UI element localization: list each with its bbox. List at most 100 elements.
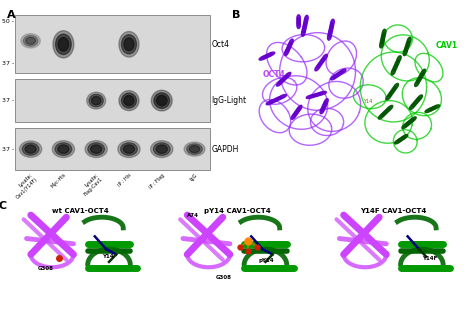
Ellipse shape bbox=[380, 41, 383, 48]
Ellipse shape bbox=[402, 123, 409, 129]
Ellipse shape bbox=[279, 78, 285, 84]
Ellipse shape bbox=[394, 139, 402, 144]
Ellipse shape bbox=[303, 22, 307, 29]
Ellipse shape bbox=[87, 92, 106, 109]
Text: Y14F: Y14F bbox=[422, 256, 437, 261]
Ellipse shape bbox=[391, 68, 396, 75]
Ellipse shape bbox=[328, 29, 332, 37]
Ellipse shape bbox=[270, 98, 278, 103]
Text: GAPDH: GAPDH bbox=[211, 145, 238, 154]
Ellipse shape bbox=[414, 98, 420, 104]
Ellipse shape bbox=[262, 54, 270, 59]
Ellipse shape bbox=[156, 95, 167, 106]
Ellipse shape bbox=[121, 35, 137, 54]
Ellipse shape bbox=[297, 15, 301, 22]
Text: A74: A74 bbox=[187, 213, 199, 218]
Ellipse shape bbox=[386, 105, 393, 111]
Ellipse shape bbox=[259, 56, 267, 60]
Text: IP : His: IP : His bbox=[117, 172, 133, 188]
Ellipse shape bbox=[336, 71, 343, 76]
Ellipse shape bbox=[295, 108, 300, 114]
Bar bbox=[15, 15, 210, 74]
Ellipse shape bbox=[322, 101, 327, 108]
Ellipse shape bbox=[22, 143, 39, 155]
Text: 37 -: 37 - bbox=[1, 61, 14, 66]
Ellipse shape bbox=[314, 93, 322, 96]
Ellipse shape bbox=[274, 96, 283, 101]
Text: B: B bbox=[232, 10, 241, 20]
Ellipse shape bbox=[395, 60, 399, 67]
Ellipse shape bbox=[151, 141, 173, 157]
Ellipse shape bbox=[404, 121, 411, 126]
Text: Lysate:
Flag-Cav1: Lysate: Flag-Cav1 bbox=[79, 172, 104, 197]
Ellipse shape bbox=[404, 45, 409, 52]
Text: Myc-His: Myc-His bbox=[50, 172, 67, 189]
Ellipse shape bbox=[417, 95, 422, 101]
Ellipse shape bbox=[286, 45, 291, 52]
Ellipse shape bbox=[52, 141, 74, 157]
Ellipse shape bbox=[302, 26, 306, 33]
Ellipse shape bbox=[124, 38, 134, 51]
Text: IgG-Light: IgG-Light bbox=[211, 96, 246, 105]
Ellipse shape bbox=[123, 145, 135, 153]
Text: IgG: IgG bbox=[189, 172, 198, 182]
Ellipse shape bbox=[58, 38, 69, 51]
Ellipse shape bbox=[381, 33, 385, 40]
Ellipse shape bbox=[279, 95, 286, 99]
Ellipse shape bbox=[154, 143, 170, 156]
Ellipse shape bbox=[121, 93, 137, 108]
Ellipse shape bbox=[184, 142, 205, 156]
Ellipse shape bbox=[317, 61, 323, 68]
Text: Y14F CAV1-OCT4: Y14F CAV1-OCT4 bbox=[360, 208, 427, 214]
Ellipse shape bbox=[410, 103, 415, 110]
Ellipse shape bbox=[282, 75, 288, 81]
Ellipse shape bbox=[384, 108, 390, 114]
Ellipse shape bbox=[119, 32, 139, 57]
Ellipse shape bbox=[406, 41, 410, 48]
Ellipse shape bbox=[397, 56, 401, 63]
Ellipse shape bbox=[154, 93, 170, 108]
Ellipse shape bbox=[339, 69, 346, 74]
Text: wt CAV1-OCT4: wt CAV1-OCT4 bbox=[52, 208, 109, 214]
Ellipse shape bbox=[393, 83, 399, 90]
Ellipse shape bbox=[21, 33, 40, 48]
Ellipse shape bbox=[329, 26, 333, 33]
Ellipse shape bbox=[330, 23, 334, 30]
Ellipse shape bbox=[291, 113, 297, 119]
Ellipse shape bbox=[407, 119, 414, 125]
Ellipse shape bbox=[324, 99, 328, 105]
Ellipse shape bbox=[23, 35, 38, 46]
Ellipse shape bbox=[91, 96, 101, 105]
Ellipse shape bbox=[391, 87, 396, 93]
Ellipse shape bbox=[267, 52, 275, 56]
Text: OCT4: OCT4 bbox=[263, 70, 286, 79]
Ellipse shape bbox=[321, 104, 326, 111]
Ellipse shape bbox=[381, 110, 387, 116]
Ellipse shape bbox=[55, 34, 71, 54]
Ellipse shape bbox=[398, 137, 405, 142]
Ellipse shape bbox=[330, 75, 338, 80]
Ellipse shape bbox=[333, 73, 340, 78]
Text: pY14 CAV1-OCT4: pY14 CAV1-OCT4 bbox=[204, 208, 270, 214]
Text: Y14: Y14 bbox=[363, 99, 372, 104]
Ellipse shape bbox=[401, 135, 408, 140]
Ellipse shape bbox=[151, 90, 172, 111]
Text: 50 -: 50 - bbox=[2, 18, 14, 23]
Ellipse shape bbox=[85, 141, 107, 157]
Ellipse shape bbox=[124, 95, 134, 105]
Ellipse shape bbox=[89, 94, 103, 107]
Ellipse shape bbox=[19, 141, 42, 157]
Text: A: A bbox=[7, 10, 16, 20]
Ellipse shape bbox=[306, 95, 315, 99]
Ellipse shape bbox=[297, 21, 301, 28]
Ellipse shape bbox=[25, 145, 36, 153]
Bar bbox=[15, 79, 210, 122]
Ellipse shape bbox=[328, 33, 331, 40]
Ellipse shape bbox=[55, 143, 72, 156]
Ellipse shape bbox=[264, 53, 272, 58]
Ellipse shape bbox=[320, 107, 325, 114]
Ellipse shape bbox=[304, 15, 308, 23]
Ellipse shape bbox=[58, 145, 69, 153]
Ellipse shape bbox=[26, 37, 36, 44]
Ellipse shape bbox=[156, 145, 167, 153]
